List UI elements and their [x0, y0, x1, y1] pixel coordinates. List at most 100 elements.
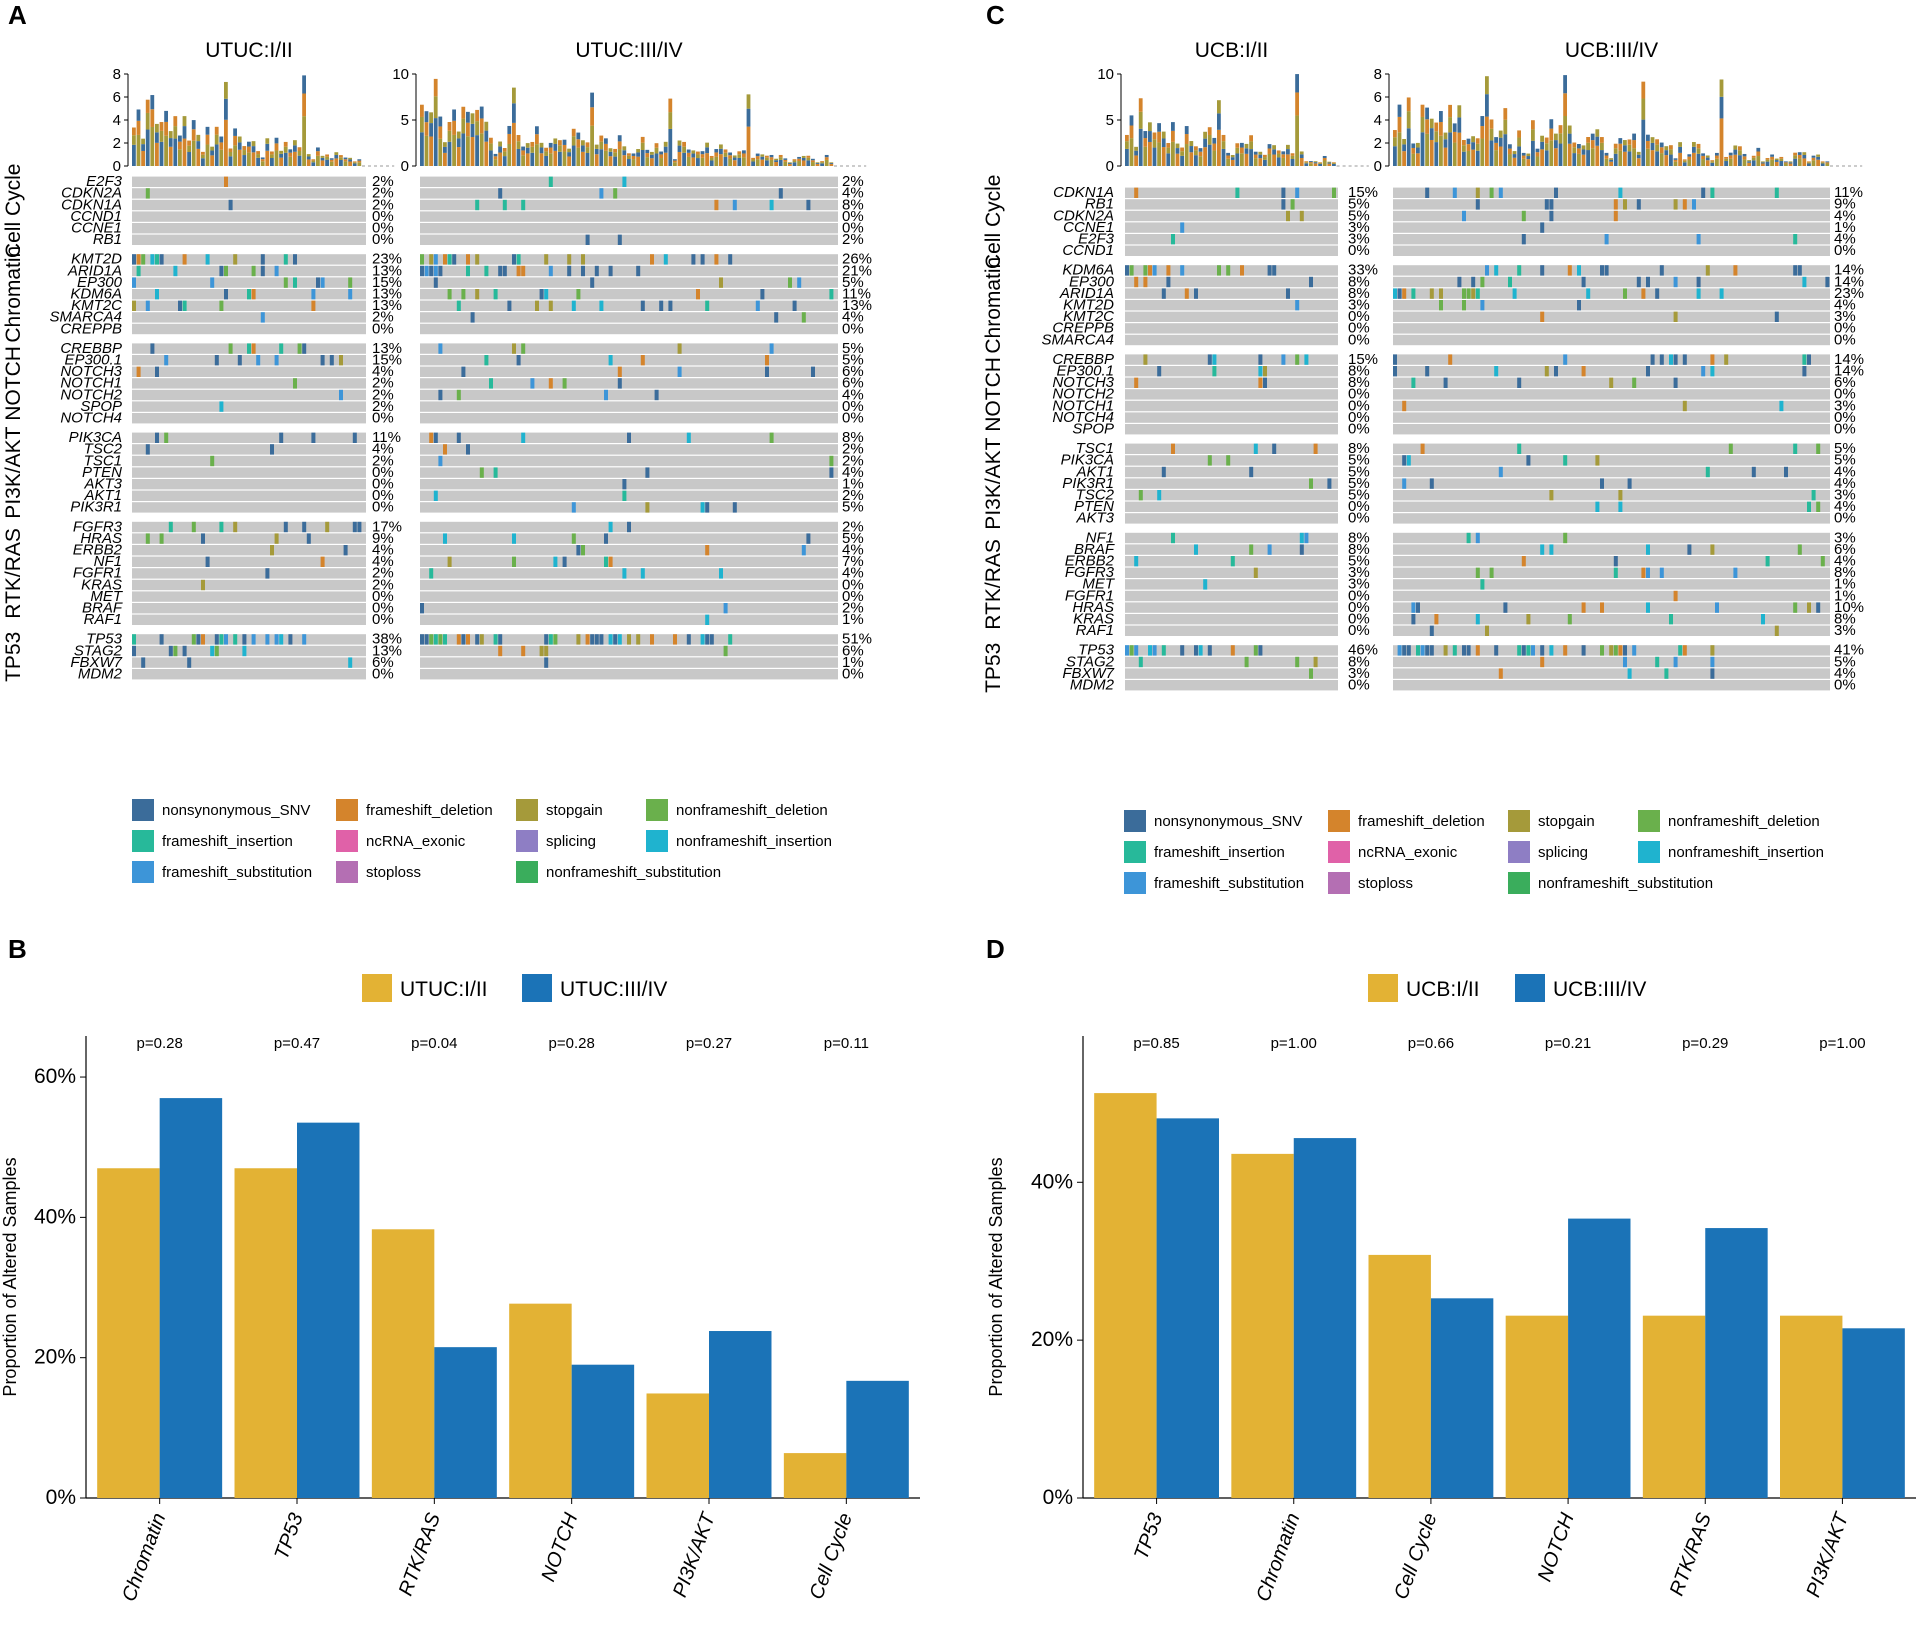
burden-bar-segment	[1517, 137, 1521, 147]
mutation-cell	[1480, 300, 1485, 311]
burden-bar-segment	[1724, 161, 1728, 166]
mutation-cell	[530, 378, 535, 389]
burden-bar-segment	[1590, 148, 1595, 166]
gene-label: CCND1	[1062, 242, 1114, 259]
gene-track-early	[1125, 532, 1338, 544]
burden-bar-segment	[1627, 151, 1632, 166]
burden-bar-segment	[755, 159, 760, 166]
burden-bar-segment	[470, 137, 475, 166]
burden-bar-segment	[1129, 115, 1134, 126]
burden-bar-segment	[498, 141, 502, 147]
mutation-cell	[576, 545, 581, 556]
burden-bar-segment	[1286, 144, 1290, 150]
burden-bar-segment	[1240, 147, 1244, 154]
mutation-cell	[1171, 443, 1175, 454]
gene-track-early	[132, 614, 366, 625]
burden-bar-segment	[214, 144, 219, 166]
burden-bar-segment	[1152, 132, 1157, 140]
burden-bar-segment	[640, 149, 645, 166]
mutation-cell	[1604, 234, 1609, 245]
burden-bar-segment	[316, 147, 320, 152]
burden-bar-segment	[686, 156, 691, 166]
mutation-cell	[1632, 645, 1637, 656]
pct-label-late: 5%	[842, 530, 864, 547]
burden-bar-segment	[548, 142, 553, 148]
burden-bar-segment	[691, 150, 696, 154]
mutation-cell	[1217, 265, 1221, 276]
mutation-cell	[201, 579, 205, 591]
burden-bar-segment	[1650, 142, 1655, 151]
mutation-cell	[1393, 366, 1397, 377]
gene-label: PIK3CA	[1061, 452, 1114, 469]
burden-bar-segment	[1544, 137, 1549, 144]
gene-track-early	[132, 490, 366, 501]
burden-bar-segment	[424, 135, 429, 166]
gene-track-early	[132, 355, 366, 366]
mutation-cell	[443, 533, 447, 544]
mutation-cell	[1682, 645, 1687, 656]
mutation-cell	[1618, 490, 1623, 501]
gene-track-late	[1393, 443, 1830, 454]
mutation-cell	[1627, 478, 1632, 489]
burden-bar-segment	[806, 160, 811, 166]
mutation-cell	[438, 265, 443, 277]
burden-bar-segment	[1420, 116, 1425, 133]
burden-bar-segment	[1641, 81, 1646, 99]
burden-bar-segment	[1393, 130, 1397, 138]
burden-bar-segment	[659, 154, 663, 159]
burden-bar-segment	[1549, 119, 1554, 129]
mutation-cell	[544, 634, 549, 645]
burden-bar-segment	[1710, 160, 1715, 162]
gene-track-late	[420, 502, 838, 513]
burden-bar-segment	[1244, 153, 1249, 166]
pct-label-early: 46%	[1348, 642, 1378, 659]
gene-track-early	[132, 366, 366, 377]
gene-track-late	[420, 490, 838, 501]
pct-label-early: 0%	[1348, 611, 1370, 628]
gene-track-early	[1125, 455, 1338, 466]
pct-label-early: 2%	[372, 452, 394, 469]
burden-bar-segment	[797, 158, 801, 162]
burden-bar-segment	[755, 153, 760, 157]
mutation-cell	[1540, 222, 1545, 233]
burden-bar-segment	[1765, 159, 1770, 162]
burden-bar-segment	[1567, 133, 1572, 144]
pct-label-late: 5%	[842, 499, 864, 516]
pct-label-late: 8%	[842, 196, 864, 213]
top-axis-tick-label: 6	[1374, 89, 1382, 106]
mutation-cell	[438, 634, 443, 645]
burden-bar-segment	[507, 143, 512, 166]
burden-bar-segment	[288, 152, 293, 157]
pct-label-late: 1%	[1834, 587, 1856, 604]
burden-bar-segment	[668, 128, 673, 166]
burden-bar-segment	[516, 148, 521, 166]
mutation-cell	[1673, 354, 1678, 365]
mutation-cell	[1485, 265, 1489, 276]
burden-bar-segment	[1443, 147, 1448, 166]
mutation-cell	[352, 432, 357, 443]
burden-bar-segment	[1235, 147, 1240, 154]
burden-bar-segment	[214, 126, 219, 135]
bar-early	[509, 1303, 572, 1498]
mutation-cell	[132, 634, 136, 645]
burden-bar-segment	[751, 161, 755, 166]
pathway-group-label: TP53	[2, 632, 25, 682]
burden-bar-segment	[1443, 132, 1448, 140]
mutation-cell	[640, 568, 645, 579]
mutation-cell	[1774, 311, 1779, 322]
gene-label: KDM6A	[1062, 262, 1114, 279]
mutation-cell	[1253, 645, 1258, 656]
mutation-cell	[1299, 532, 1304, 544]
burden-bar-segment	[751, 159, 755, 162]
mutation-cell	[1309, 668, 1313, 679]
pct-label-early: 11%	[372, 429, 401, 446]
burden-bar-segment	[352, 162, 357, 164]
pct-label-late: 51%	[842, 631, 872, 648]
mutation-cell	[288, 634, 293, 645]
pct-label-late: 1%	[842, 611, 864, 628]
mutation-cell	[705, 634, 710, 645]
mutation-cell	[1567, 614, 1572, 625]
pct-label-early: 8%	[1348, 440, 1370, 457]
burden-bar-segment	[1207, 144, 1212, 166]
burden-bar-segment	[1535, 148, 1540, 153]
